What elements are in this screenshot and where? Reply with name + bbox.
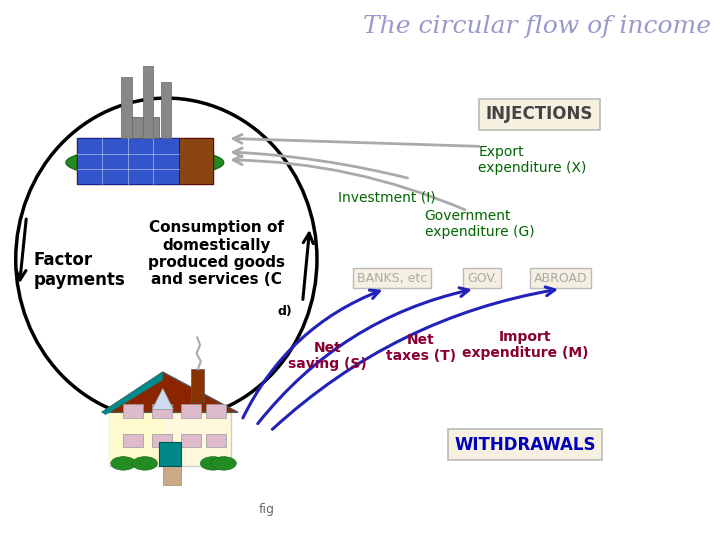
Polygon shape <box>152 388 174 410</box>
Text: INJECTIONS: INJECTIONS <box>485 105 593 123</box>
Bar <box>123 434 143 447</box>
Text: Net
saving (S): Net saving (S) <box>288 341 367 371</box>
Bar <box>163 463 181 485</box>
Polygon shape <box>102 372 238 413</box>
Text: GOV.: GOV. <box>467 272 497 285</box>
Ellipse shape <box>211 457 236 470</box>
Ellipse shape <box>66 148 224 177</box>
Text: WITHDRAWALS: WITHDRAWALS <box>454 436 595 454</box>
Text: Export
expenditure (X): Export expenditure (X) <box>478 145 587 175</box>
Bar <box>121 77 132 138</box>
Text: Import
expenditure (M): Import expenditure (M) <box>462 330 588 360</box>
Polygon shape <box>102 372 163 415</box>
Bar <box>77 138 213 184</box>
Text: d): d) <box>277 305 292 318</box>
Bar <box>77 138 179 184</box>
Text: BANKS, etc: BANKS, etc <box>357 272 428 285</box>
Bar <box>179 138 213 184</box>
Bar <box>152 404 172 418</box>
Text: ABROAD: ABROAD <box>534 272 588 285</box>
Text: Factor
payments: Factor payments <box>34 251 125 289</box>
Bar <box>159 442 181 466</box>
Ellipse shape <box>132 457 158 470</box>
Ellipse shape <box>111 457 136 470</box>
Bar <box>206 404 226 418</box>
Bar <box>123 404 143 418</box>
Bar <box>161 82 171 138</box>
Text: fig: fig <box>258 503 275 516</box>
Bar <box>206 434 226 447</box>
Bar <box>130 117 159 138</box>
Text: Investment (I): Investment (I) <box>338 191 436 205</box>
Text: Government
expenditure (G): Government expenditure (G) <box>425 209 534 239</box>
Bar <box>192 369 204 402</box>
Bar <box>143 66 153 138</box>
Text: Net
taxes (T): Net taxes (T) <box>386 333 456 363</box>
Text: The circular flow of income: The circular flow of income <box>364 15 711 38</box>
Ellipse shape <box>200 457 225 470</box>
Bar <box>181 404 201 418</box>
Bar <box>109 413 164 466</box>
Bar <box>181 434 201 447</box>
Bar <box>152 434 172 447</box>
Text: Consumption of
domestically
produced goods
and services (C: Consumption of domestically produced goo… <box>148 220 285 287</box>
Bar <box>109 413 231 466</box>
